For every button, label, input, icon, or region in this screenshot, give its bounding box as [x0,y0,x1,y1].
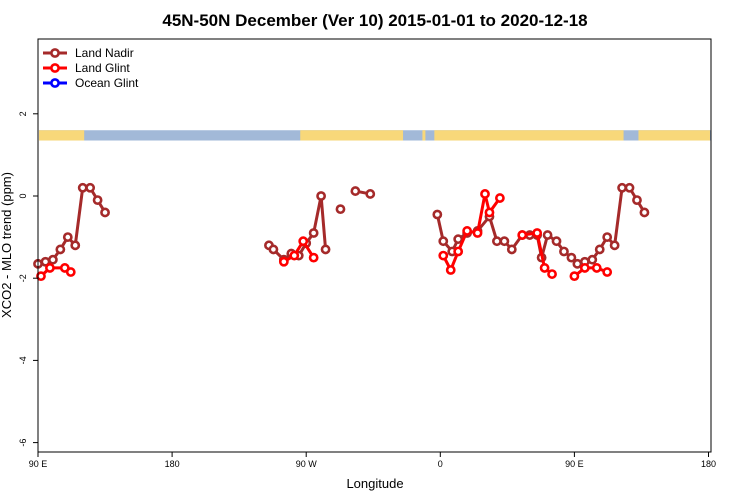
data-point [462,226,473,236]
data-point [289,250,300,261]
data-point [506,244,517,255]
legend-marker [50,48,60,58]
legend-item: Land Nadir [43,46,134,60]
data-point [62,232,73,242]
y-axis-label: XCO2 - MLO trend (ppm) [0,172,14,318]
plot-frame [37,38,712,453]
data-point [542,230,553,240]
data-point [587,254,598,265]
data-point [539,263,550,273]
land-patch [434,130,624,141]
data-point [308,228,319,238]
y-tick-label: -2 [18,274,28,282]
data-point [70,240,81,251]
data-point [602,267,613,277]
y-tick-label: 2 [18,111,28,116]
data-point [453,246,464,257]
data-point [55,244,66,255]
legend-marker [50,63,60,73]
x-tick-label: 180 [165,459,180,469]
data-point [551,236,562,247]
data-point [609,240,620,251]
data-point [92,195,103,206]
series-line [283,238,315,264]
data-point [100,207,110,218]
data-point [365,189,376,199]
data-point [579,263,590,273]
data-point [77,182,88,193]
data-point [591,263,602,273]
data-point [617,182,627,193]
series-land-nadir [33,182,650,269]
land-ocean-band [39,130,711,141]
x-axis-label: Longitude [346,476,403,491]
x-tick-label: 90 E [565,459,584,469]
data-point [445,265,456,275]
legend-label: Land Nadir [75,46,134,60]
x-tick-label: 90 E [29,459,48,469]
land-patch [422,130,426,141]
data-point [298,236,309,247]
axes: 90 E 180 90 W 0 90 E 180 2 0 -2 -4 -6 [18,111,716,469]
data-point [547,269,557,279]
data-point [594,244,605,255]
data-point [48,254,58,265]
data-point [532,228,543,238]
land-patch [39,130,85,141]
data-point [45,263,55,273]
x-tick-label: 180 [701,459,716,469]
data-point [492,236,502,247]
data-point [632,195,642,206]
y-tick-label: -4 [18,356,28,364]
data-point [480,189,490,199]
data-point [335,204,346,215]
data-point [559,246,569,257]
data-point [499,236,510,247]
legend-marker [50,78,60,88]
y-tick-label: -6 [18,439,28,447]
data-point [278,256,289,267]
legend-label: Ocean Glint [75,76,139,90]
x-tick-label: 0 [438,459,443,469]
data-point [484,207,495,218]
y-tick-label: 0 [18,193,28,198]
data-point [494,193,505,203]
data-point [517,230,528,240]
data-point [350,186,361,196]
data-point [308,252,319,263]
data-point [566,252,577,263]
land-patch [300,130,404,141]
chart-title: 45N-50N December (Ver 10) 2015-01-01 to … [162,11,587,30]
x-tick-label: 90 W [296,459,318,469]
data-point [316,191,326,201]
data-point [453,234,464,245]
data-point [624,182,635,193]
data-point [602,232,613,242]
data-point [438,236,449,247]
data-point [268,244,279,255]
data-point [572,258,583,269]
series-line [573,266,608,278]
data-point [36,271,46,282]
land-patch [638,130,710,141]
data-point [320,244,331,255]
data-point [438,250,449,261]
data-point [432,209,443,220]
data-point [85,182,96,193]
data-point [65,267,76,277]
legend-item: Land Glint [43,61,130,75]
legend-item: Ocean Glint [43,76,139,90]
data-point [639,207,650,218]
data-point [569,271,580,282]
legend-label: Land Glint [75,61,130,75]
data-point [472,228,483,238]
series-land-glint [36,189,613,282]
series-layer [33,182,650,282]
